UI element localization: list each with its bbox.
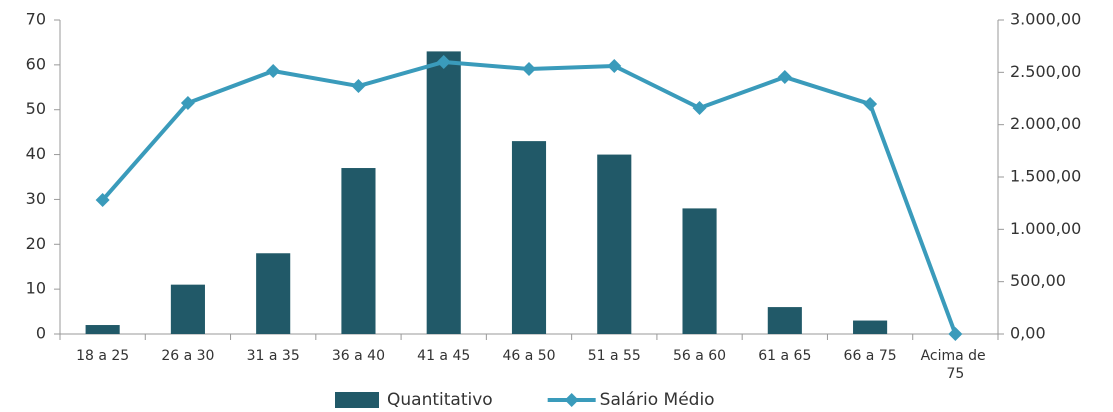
x-tick-label: 26 a 30 xyxy=(161,348,214,364)
y-tick-label: 50 xyxy=(26,99,46,118)
y-tick-label: 30 xyxy=(26,189,46,208)
bar xyxy=(682,208,717,334)
y2-tick-label: 0,00 xyxy=(1010,324,1046,343)
line-marker xyxy=(692,101,707,116)
line-marker xyxy=(180,96,195,111)
line-marker xyxy=(95,193,110,208)
x-tick-label: Acima de 75 xyxy=(921,348,991,382)
line-marker xyxy=(436,54,451,69)
bar xyxy=(767,307,802,334)
line-marker xyxy=(948,327,963,341)
y-tick-label: 40 xyxy=(26,144,46,163)
x-tick-label: 51 a 55 xyxy=(588,348,641,364)
x-tick-label: 56 a 60 xyxy=(673,348,726,364)
y-tick-label: 10 xyxy=(26,279,46,298)
y2-tick-label: 3.000,00 xyxy=(1010,10,1081,29)
y2-tick-label: 1.000,00 xyxy=(1010,219,1081,238)
bar xyxy=(853,320,888,334)
bar xyxy=(341,168,376,334)
x-tick-label: 18 a 25 xyxy=(76,348,129,364)
bar xyxy=(426,51,461,335)
bar xyxy=(256,253,291,334)
legend-swatch xyxy=(335,392,379,408)
x-tick-label: 41 a 45 xyxy=(417,348,470,364)
y2-tick-label: 2.000,00 xyxy=(1010,114,1081,133)
line-marker xyxy=(266,63,281,78)
legend-label: Salário Médio xyxy=(600,390,715,410)
line-marker xyxy=(522,61,536,76)
legend-marker xyxy=(564,393,579,407)
x-tick-label: 36 a 40 xyxy=(332,348,385,364)
y-tick-label: 70 xyxy=(26,10,46,29)
y2-tick-label: 2.500,00 xyxy=(1010,62,1081,81)
y-tick-label: 20 xyxy=(26,234,46,253)
line-marker xyxy=(607,58,622,73)
x-tick-label: 46 a 50 xyxy=(502,348,555,364)
bar xyxy=(85,325,120,334)
y-tick-label: 0 xyxy=(36,324,46,343)
y-tick-label: 60 xyxy=(26,54,46,73)
x-tick-label: 66 a 75 xyxy=(844,348,897,364)
line-marker xyxy=(863,97,878,112)
bar xyxy=(511,141,547,334)
line-marker xyxy=(351,79,366,94)
x-tick-label: 61 a 65 xyxy=(758,348,811,364)
bar xyxy=(597,154,632,334)
bar xyxy=(170,284,205,334)
x-tick-label: 31 a 35 xyxy=(247,348,300,364)
legend-label: Quantitativo xyxy=(387,390,493,410)
y2-tick-label: 500,00 xyxy=(1010,271,1066,290)
line-marker xyxy=(777,70,792,85)
y2-tick-label: 1.500,00 xyxy=(1010,167,1081,186)
